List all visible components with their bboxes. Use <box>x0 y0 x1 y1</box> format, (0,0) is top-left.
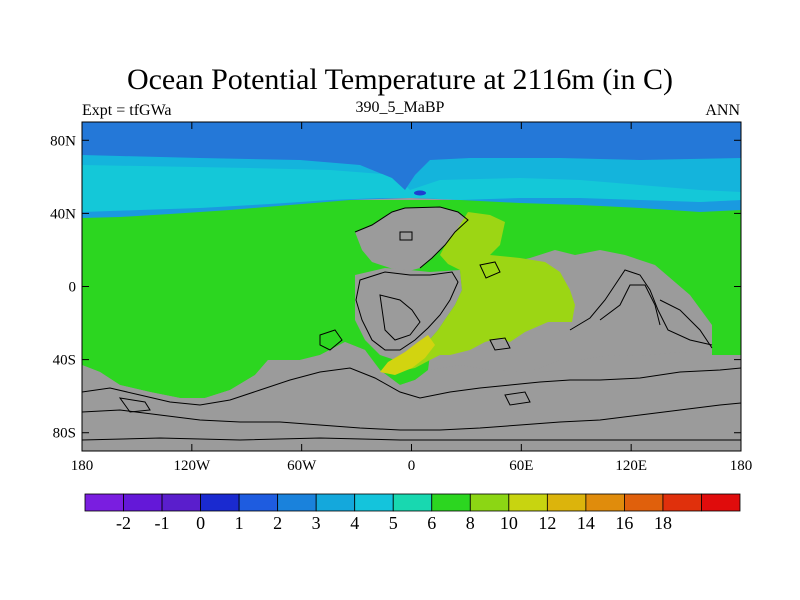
transition-band <box>82 165 741 212</box>
colorbar-label: 14 <box>577 513 595 533</box>
warmest-patch <box>380 335 435 375</box>
colorbar-swatch <box>238 493 279 512</box>
colorbar-swatch <box>354 493 394 512</box>
colorbar-label: 1 <box>235 513 244 533</box>
colorbar-swatch <box>701 493 741 512</box>
lon-tick-label: 60E <box>509 458 533 474</box>
colorbar-swatch <box>200 493 240 512</box>
colorbar-label: 12 <box>538 513 556 533</box>
colorbar-label: 16 <box>615 513 633 533</box>
colorbar-swatch <box>431 493 471 512</box>
lat-tick-label: 40N <box>50 206 76 222</box>
map-title: Ocean Potential Temperature at 2116m (in… <box>126 63 674 96</box>
colorbar-swatch <box>508 493 548 512</box>
lon-tick-label: 180 <box>71 458 94 474</box>
colorbar-swatch <box>277 493 317 512</box>
case-label: 390_5_MaBP <box>355 99 445 116</box>
coastline-contours <box>82 206 741 441</box>
warm-basin <box>400 212 575 370</box>
african-landmass <box>355 268 462 360</box>
colorbar-swatch <box>624 493 664 512</box>
colorbar-label: 5 <box>389 513 398 533</box>
colorbar-label: -1 <box>155 513 170 533</box>
colorbar-swatch <box>546 493 587 512</box>
coldest-patch <box>414 190 426 196</box>
lat-tick-label: 80N <box>50 133 76 149</box>
lat-tick-label: 40S <box>53 353 76 369</box>
arctic-deep-band <box>82 122 741 190</box>
colorbar-swatch <box>161 493 201 512</box>
colorbar-label: 10 <box>500 513 518 533</box>
colorbar-label: 0 <box>196 513 205 533</box>
lon-tick-label: 60W <box>287 458 317 474</box>
colorbar-label: 4 <box>350 513 359 533</box>
lon-tick-label: 120W <box>173 458 211 474</box>
map-field <box>82 122 741 451</box>
season-label: ANN <box>705 102 740 119</box>
colorbar-label: 2 <box>273 513 282 533</box>
colorbar-swatch <box>469 493 510 512</box>
longitude-axis: 180 120W 60W 0 60E 120E 180 <box>71 122 753 474</box>
colorbar-swatch <box>84 493 124 512</box>
colorbar-label: 3 <box>312 513 321 533</box>
experiment-label: Expt = tfGWa <box>82 102 172 119</box>
colorbar-swatch <box>315 493 356 512</box>
colorbar-swatch <box>392 493 433 512</box>
colorbar-label: 8 <box>466 513 475 533</box>
colorbar-swatch <box>123 493 163 512</box>
colorbar-label: -2 <box>116 513 131 533</box>
lat-tick-label: 80S <box>53 426 76 442</box>
lon-tick-label: 0 <box>408 458 416 474</box>
colorbar-swatch <box>585 493 625 512</box>
colorbar-label: 18 <box>654 513 672 533</box>
southern-land <box>82 342 741 451</box>
lon-tick-label: 180 <box>730 458 753 474</box>
colorbar: -2 -1 0 1 2 3 4 5 6 8 10 12 14 16 18 <box>84 493 741 533</box>
lat-tick-label: 0 <box>69 280 77 296</box>
latitude-axis: 80N 40N 0 40S 80S <box>50 133 741 442</box>
colorbar-label: 6 <box>427 513 436 533</box>
colorbar-swatch <box>662 493 702 512</box>
lon-tick-label: 120E <box>615 458 647 474</box>
